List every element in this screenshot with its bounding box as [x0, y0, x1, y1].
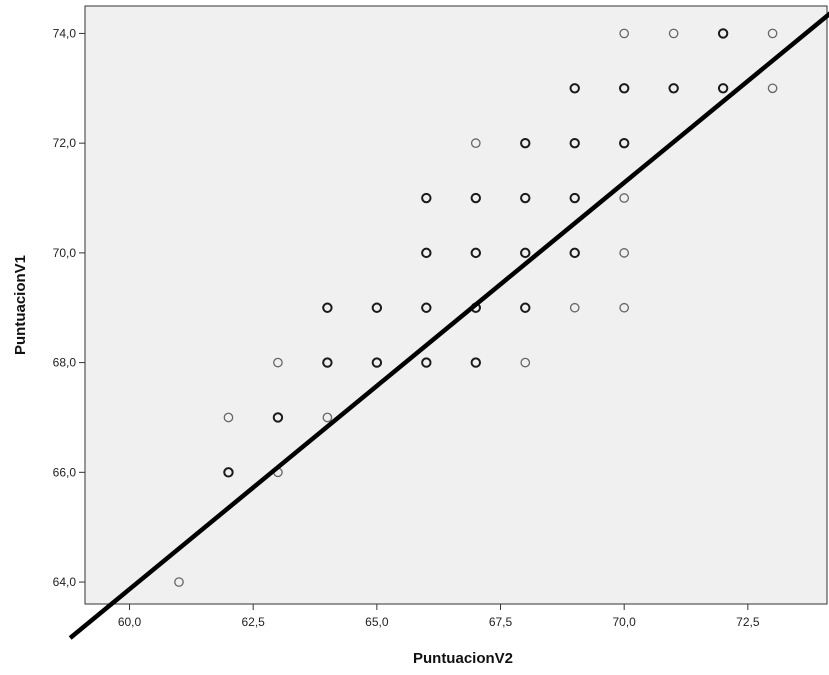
x-axis: 60,0 62,5 65,0 67,5 70,0 72,5 — [118, 604, 760, 629]
data-point — [322, 412, 333, 423]
data-point — [371, 357, 383, 368]
data-point — [717, 83, 729, 94]
data-point — [569, 247, 580, 259]
data-point — [223, 467, 234, 478]
data-point — [520, 192, 531, 204]
data-point — [520, 137, 531, 149]
y-tick-label: 68,0 — [53, 356, 77, 370]
data-point — [520, 302, 531, 313]
data-point — [520, 247, 531, 259]
data-point — [569, 302, 580, 313]
x-axis-title: PuntuacionV2 — [413, 650, 513, 667]
x-tick-label: 72,5 — [736, 615, 760, 629]
data-point — [272, 412, 284, 423]
fit-line-layer — [68, 11, 829, 640]
data-point — [174, 577, 184, 587]
plot-area — [84, 5, 828, 605]
data-point — [618, 137, 630, 149]
fit-line — [68, 11, 829, 640]
data-point — [569, 192, 580, 204]
y-axis-title: PuntuacionV1 — [12, 255, 29, 355]
data-point — [470, 247, 481, 259]
x-tick-label: 65,0 — [365, 615, 389, 629]
data-points — [174, 28, 778, 587]
data-point — [223, 412, 234, 423]
data-point — [569, 83, 580, 94]
data-point — [618, 83, 630, 94]
y-tick-label: 66,0 — [53, 465, 77, 479]
data-point — [421, 357, 432, 368]
data-point — [322, 302, 333, 313]
y-tick-label: 74,0 — [53, 26, 77, 40]
data-point — [569, 137, 580, 149]
x-tick-label: 67,5 — [489, 615, 513, 629]
data-point — [421, 302, 432, 313]
data-point — [619, 193, 630, 203]
y-tick-label: 70,0 — [53, 246, 77, 260]
data-point — [470, 138, 481, 149]
data-point — [273, 357, 283, 368]
data-point — [421, 192, 432, 204]
data-point — [322, 357, 333, 368]
x-tick-label: 60,0 — [118, 615, 142, 629]
data-point — [717, 28, 729, 39]
data-point — [668, 83, 679, 94]
x-tick-label: 62,5 — [242, 615, 266, 629]
y-tick-label: 64,0 — [53, 575, 77, 589]
data-point — [470, 357, 481, 368]
x-tick-label: 70,0 — [613, 615, 637, 629]
y-axis: 64,0 66,0 68,0 70,0 72,0 74,0 — [53, 26, 85, 589]
data-point — [619, 28, 630, 39]
data-point — [421, 247, 432, 259]
data-point — [371, 302, 383, 313]
data-point — [668, 28, 679, 39]
data-point — [520, 357, 531, 368]
y-tick-label: 72,0 — [53, 136, 77, 150]
data-point — [767, 83, 778, 94]
data-point — [619, 302, 630, 313]
data-point — [767, 28, 778, 39]
data-point — [619, 248, 630, 258]
data-point — [470, 192, 481, 204]
